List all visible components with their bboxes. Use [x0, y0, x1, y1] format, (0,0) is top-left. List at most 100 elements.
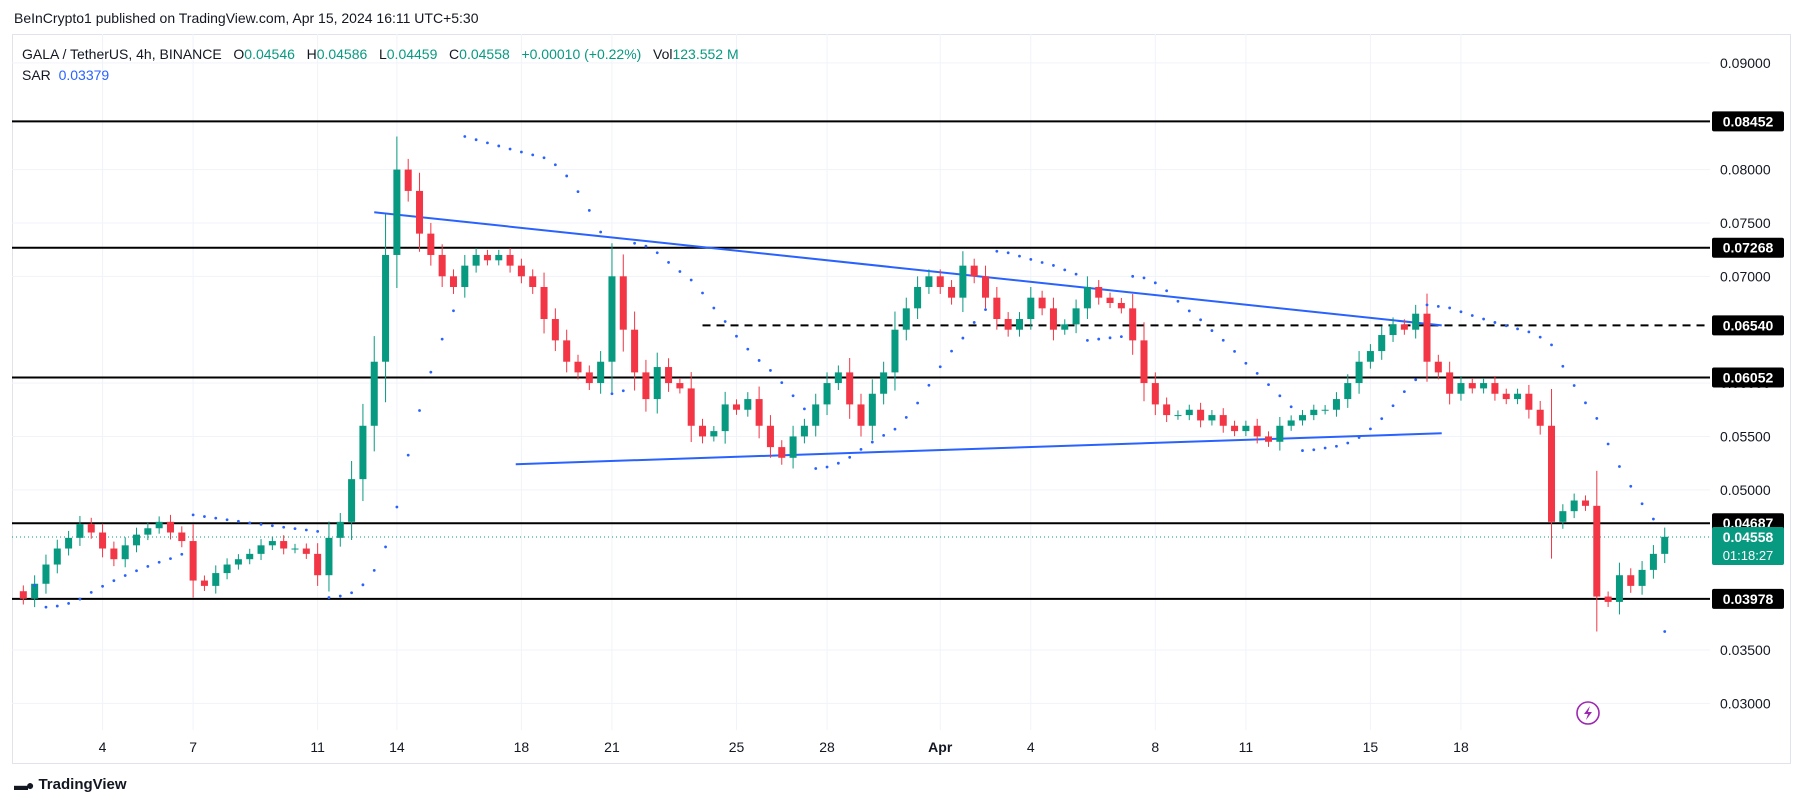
y-tick-label: 0.09000 — [1720, 55, 1771, 71]
x-axis: 4 7 11 14 18 21 25 28 Apr 4 8 11 15 18 — [99, 739, 1469, 755]
sar-dot — [836, 461, 840, 465]
candle-body — [506, 254, 514, 266]
candle-body — [1412, 313, 1420, 330]
sar-dot — [995, 249, 999, 253]
sar-dot — [520, 150, 523, 154]
candle-body — [902, 308, 910, 330]
sar-dot — [712, 306, 716, 310]
sar-dot — [135, 569, 138, 573]
candle-body — [178, 532, 186, 542]
candle-body — [1174, 415, 1182, 417]
sar-dot — [1357, 436, 1361, 439]
candle-body — [65, 537, 73, 549]
sar-dot — [576, 190, 580, 194]
candle-body — [755, 399, 763, 426]
symbol-label: GALA / TetherUS, 4h, BINANCE — [22, 46, 222, 62]
vol-value: 123.552 M — [672, 46, 739, 62]
candle-body — [1231, 425, 1239, 432]
candle-body — [823, 383, 831, 405]
candle-body — [483, 254, 491, 261]
sar-dot — [791, 394, 795, 398]
sar-dot — [1448, 306, 1452, 310]
candle-body — [880, 372, 888, 394]
x-tick-label: 21 — [604, 739, 620, 755]
sar-dot — [169, 557, 172, 560]
sar-dot — [1221, 338, 1225, 342]
lightning-bolt-icon[interactable] — [1576, 701, 1600, 725]
low-value: 0.04459 — [386, 46, 438, 62]
candle-body — [257, 545, 265, 554]
candle-body — [721, 404, 729, 432]
candle-body — [619, 276, 627, 330]
candle-body — [1004, 319, 1012, 330]
sar-dot — [701, 291, 704, 295]
close-label: C — [449, 46, 460, 62]
sar-dot — [1108, 336, 1112, 340]
candle-body — [1559, 511, 1567, 522]
candle-body — [393, 169, 401, 255]
candle-body — [234, 559, 242, 565]
candle-body — [1514, 393, 1522, 400]
candle-body — [42, 564, 50, 584]
candle-body — [1536, 409, 1544, 426]
candle-body — [1287, 420, 1295, 426]
candle-body — [76, 523, 84, 538]
x-tick-label: 11 — [1239, 739, 1254, 755]
sar-dot — [1561, 364, 1565, 368]
sar-dot — [1606, 442, 1610, 446]
sar-dot — [1233, 349, 1236, 353]
candle-body — [1242, 425, 1250, 432]
sar-dot — [282, 525, 286, 529]
y-tick-label: 0.03000 — [1720, 695, 1771, 711]
candle-body — [993, 297, 1001, 320]
y-tick-label: 0.05000 — [1720, 482, 1771, 498]
candle-body — [959, 265, 967, 298]
y-tick-label: 0.03500 — [1720, 642, 1771, 658]
candle-body — [665, 367, 673, 384]
candle-body — [732, 404, 740, 410]
candle-body — [1344, 383, 1352, 400]
sar-dot — [1391, 404, 1395, 408]
candle-body — [1117, 303, 1125, 309]
candle-body — [574, 361, 582, 373]
sar-dot — [1414, 378, 1418, 382]
sar-dot — [33, 584, 37, 587]
sar-dot — [565, 174, 569, 178]
candle-body — [1389, 324, 1397, 336]
candle-body — [1468, 383, 1476, 389]
sar-dot — [1153, 281, 1157, 285]
sar-dot — [327, 596, 331, 599]
sar-dot — [146, 564, 150, 568]
candle-body — [1083, 286, 1091, 309]
candle-body — [936, 276, 944, 287]
price-tags: 0.084520.072680.065400.060520.046870.039… — [1712, 111, 1784, 609]
sar-dot — [372, 568, 376, 572]
candle-body — [144, 528, 152, 535]
sar-dot — [769, 369, 772, 372]
x-tick-label: 25 — [729, 739, 745, 755]
sar-dot — [1516, 327, 1519, 331]
sar-dot — [825, 465, 829, 469]
x-tick-label: 15 — [1363, 739, 1379, 755]
candle-body — [382, 254, 390, 362]
trendline — [374, 211, 1442, 327]
chart-panel[interactable] — [12, 34, 1791, 764]
sar-dot — [89, 591, 93, 594]
candle-body — [189, 541, 197, 581]
candle-body — [1446, 372, 1454, 394]
candle-body — [110, 548, 118, 560]
candle-body — [699, 425, 707, 437]
sar-dot — [123, 574, 127, 577]
candle-body — [812, 404, 820, 426]
sar-dot — [1482, 317, 1485, 321]
candle-body — [359, 425, 367, 480]
sar-dot — [1493, 321, 1497, 324]
sar-dot — [587, 209, 591, 212]
candle-body — [857, 404, 865, 426]
footer-brand[interactable]: ▬● TradingView — [14, 776, 127, 793]
sar-dot — [927, 383, 931, 387]
candle-body — [1638, 569, 1646, 586]
candle-body — [223, 564, 231, 574]
